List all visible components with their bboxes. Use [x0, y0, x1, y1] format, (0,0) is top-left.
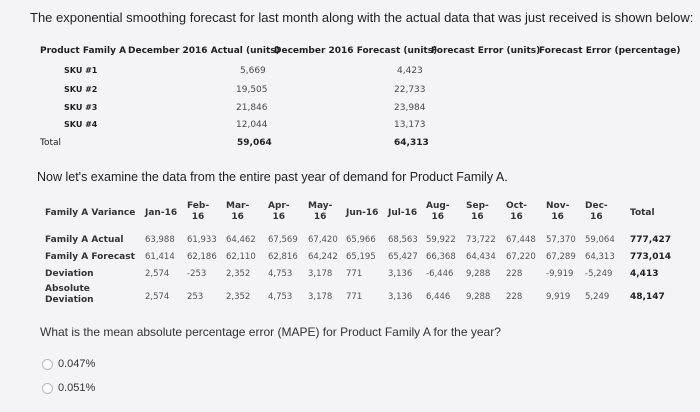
table2-row-label: Family A Actual	[45, 235, 124, 245]
table2-cell: 2,352	[226, 292, 251, 302]
col-header-forecast-error-pct: Forecast Error (percentage)	[539, 46, 681, 56]
table2-cell: 2,574	[145, 269, 170, 279]
table2-cell: 2,574	[145, 292, 170, 302]
table2-cell: 61,414	[145, 252, 175, 262]
table2-month-header: Feb- 16	[187, 201, 210, 222]
cell-sku-2-actual: 19,505	[236, 85, 268, 95]
table2-month-header: Mar- 16	[226, 201, 250, 222]
table2-cell: 67,420	[308, 235, 338, 245]
table2-cell: 67,569	[268, 235, 298, 245]
table2-cell: 771	[346, 269, 363, 279]
table2-month-header: Jul-16	[388, 208, 418, 218]
table2-cell: 68,563	[388, 235, 418, 245]
table2-cell: 64,242	[308, 252, 338, 262]
table2-month-header: Dec- 16	[585, 201, 608, 222]
question-text: What is the mean absolute percentage err…	[40, 325, 501, 339]
table2-month-header: Aug- 16	[426, 201, 450, 222]
table2-cell: 3,178	[308, 292, 333, 302]
row-label-sku-2: SKU #2	[64, 85, 98, 94]
table2-cell: 48,147	[630, 292, 665, 302]
cell-total-forecast: 64,313	[394, 138, 429, 148]
table2-month-header: Nov- 16	[546, 201, 570, 222]
table2-month-header: May- 16	[308, 201, 333, 222]
table2-cell: 62,816	[268, 252, 298, 262]
table2-cell: 2,352	[226, 269, 251, 279]
row-label-sku-3: SKU #3	[64, 103, 98, 112]
option-1-label: 0.047%	[58, 358, 96, 370]
cell-sku-3-actual: 21,846	[236, 103, 268, 113]
cell-sku-4-forecast: 13,173	[394, 120, 426, 130]
table2-month-header: Total	[630, 208, 655, 218]
table2-cell: -9,919	[546, 269, 574, 279]
option-2[interactable]: 0.051%	[42, 382, 95, 394]
table2-cell: 3,178	[308, 269, 333, 279]
cell-sku-4-actual: 12,044	[236, 120, 268, 130]
table2-cell: 59,922	[426, 235, 456, 245]
table2-cell: -5,249	[585, 269, 613, 279]
table2-cell: 3,136	[388, 269, 413, 279]
option-2-label: 0.051%	[58, 382, 96, 394]
table2-cell: 4,753	[268, 269, 293, 279]
table2-cell: 253	[187, 292, 204, 302]
table2-corner-header: Family A Variance	[45, 208, 136, 218]
table2-cell: 61,933	[187, 235, 217, 245]
cell-sku-1-actual: 5,669	[240, 66, 266, 76]
table2-cell: 9,288	[466, 269, 491, 279]
table2-row-label: Family A Forecast	[45, 252, 135, 262]
table2-cell: 771	[346, 292, 363, 302]
table2-cell: 62,110	[226, 252, 256, 262]
section2-text: Now let's examine the data from the enti…	[37, 170, 508, 184]
option-1[interactable]: 0.047%	[42, 358, 95, 370]
table2-cell: 65,427	[388, 252, 418, 262]
table2-cell: 5,249	[585, 292, 610, 302]
table2-cell: 9,919	[546, 292, 571, 302]
table2-cell: 777,427	[630, 235, 671, 245]
table2-cell: 9,288	[466, 292, 491, 302]
table2-cell: 65,966	[346, 235, 376, 245]
table2-cell: 4,753	[268, 292, 293, 302]
intro-text: The exponential smoothing forecast for l…	[30, 10, 694, 25]
table2-row-label: Deviation	[45, 269, 94, 279]
cell-sku-2-forecast: 22,733	[394, 85, 426, 95]
table2-month-header: Jan-16	[145, 208, 178, 218]
radio-button-icon[interactable]	[42, 358, 53, 370]
table2-cell: 67,448	[506, 235, 536, 245]
table2-cell: 6,446	[426, 292, 451, 302]
row-label-sku-4: SKU #4	[64, 120, 98, 129]
table2-cell: 62,186	[187, 252, 217, 262]
table2-cell: 66,368	[426, 252, 456, 262]
row-label-sku-1: SKU #1	[64, 66, 98, 75]
table2-month-header: Jun-16	[346, 208, 379, 218]
row-label-total: Total	[40, 138, 62, 148]
cell-sku-1-forecast: 4,423	[397, 66, 423, 76]
table2-month-header: Oct- 16	[506, 201, 528, 222]
table2-cell: -6,446	[426, 269, 454, 279]
table2-month-header: Apr- 16	[268, 201, 290, 222]
col-header-dec-forecast: December 2016 Forecast (units)	[274, 46, 438, 56]
col-header-forecast-error-units: Forecast Error (units)	[431, 46, 541, 56]
table2-cell: 65,195	[346, 252, 376, 262]
table2-cell: 67,220	[506, 252, 536, 262]
table2-cell: 4,413	[630, 269, 659, 279]
table2-cell: 228	[506, 292, 523, 302]
cell-total-actual: 59,064	[237, 138, 272, 148]
table2-cell: -253	[187, 269, 207, 279]
table2-cell: 67,289	[546, 252, 576, 262]
cell-sku-3-forecast: 23,984	[394, 103, 426, 113]
table2-month-header: Sep- 16	[466, 201, 489, 222]
radio-button-icon[interactable]	[42, 382, 53, 394]
table2-cell: 57,370	[546, 235, 576, 245]
table2-row-label: Absolute Deviation	[45, 284, 94, 305]
table2-cell: 773,014	[630, 252, 671, 262]
col-header-dec-actual: December 2016 Actual (units)	[128, 46, 280, 56]
table2-cell: 64,462	[226, 235, 256, 245]
table2-cell: 73,722	[466, 235, 496, 245]
col-header-product-family: Product Family A	[40, 46, 127, 56]
table2-cell: 228	[506, 269, 523, 279]
table2-cell: 3,136	[388, 292, 413, 302]
table2-cell: 63,988	[145, 235, 175, 245]
table2-cell: 64,434	[466, 252, 496, 262]
table2-cell: 64,313	[585, 252, 615, 262]
table2-cell: 59,064	[585, 235, 615, 245]
